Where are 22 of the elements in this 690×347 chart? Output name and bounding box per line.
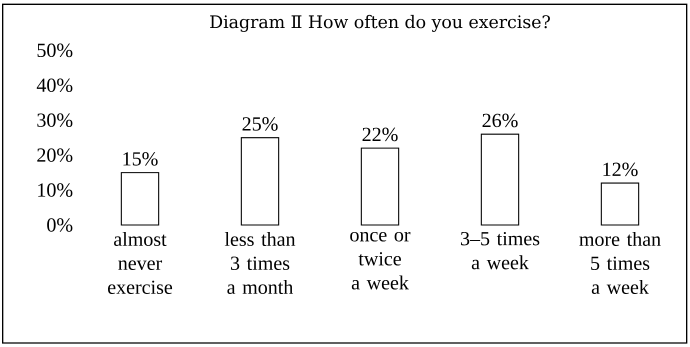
y-tick-label: 20%: [37, 148, 72, 162]
bar: [480, 134, 520, 226]
x-tick-label: 3–5 times a week: [460, 232, 540, 270]
chart-title: Diagram Ⅱ How often do you exercise?: [210, 14, 550, 32]
data-label: 25%: [242, 117, 278, 131]
x-tick-label: almost never exercise: [108, 232, 172, 294]
bar: [600, 182, 640, 226]
data-label: 26%: [482, 114, 518, 128]
data-label: 15%: [123, 152, 158, 166]
y-tick-label: 0%: [47, 218, 72, 232]
y-tick-label: 30%: [37, 113, 72, 127]
y-tick-label: 40%: [36, 78, 72, 92]
x-tick-label: more than 5 times a week: [579, 232, 661, 294]
y-tick-label: 10%: [38, 183, 72, 197]
data-label: 22%: [362, 128, 398, 142]
bar: [240, 137, 280, 226]
y-tick-label: 50%: [38, 44, 72, 58]
bar: [120, 172, 160, 226]
x-tick-label: once or twice a week: [350, 232, 410, 290]
x-tick-label: less than 3 times a month: [224, 232, 296, 294]
bar: [360, 148, 400, 226]
data-label: 12%: [603, 162, 638, 176]
